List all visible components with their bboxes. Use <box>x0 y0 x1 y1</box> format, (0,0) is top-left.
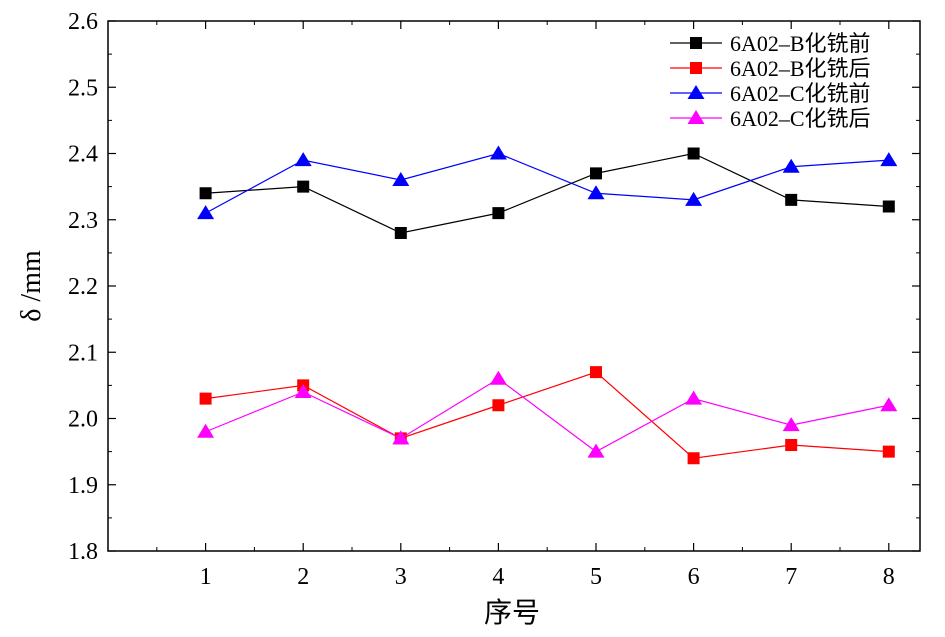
series-line <box>205 378 889 453</box>
data-point <box>297 180 310 193</box>
data-point <box>782 158 800 173</box>
x-tick-label: 6 <box>688 564 700 590</box>
legend-item: 6A02–B化铣前 <box>670 31 871 56</box>
data-point <box>394 227 407 239</box>
legend-label: 6A02–C化铣前 <box>730 81 871 106</box>
series-3 <box>197 145 898 220</box>
series-line <box>205 371 889 459</box>
data-point <box>199 187 212 200</box>
legend-marker <box>690 62 702 74</box>
series-layer <box>197 145 898 465</box>
x-tick-label: 2 <box>297 564 309 590</box>
legend-marker <box>687 85 705 99</box>
data-point <box>687 147 700 160</box>
data-point <box>880 152 898 167</box>
data-point <box>882 200 895 213</box>
x-tick-label: 8 <box>883 564 895 590</box>
series-1 <box>199 147 895 239</box>
series-line <box>205 152 889 214</box>
y-tick-label: 2.1 <box>68 340 98 366</box>
y-tick-label: 2.3 <box>68 208 98 234</box>
data-point <box>492 207 505 220</box>
x-axis: 1 2 3 4 5 6 7 8 <box>156 21 895 590</box>
series-line <box>205 152 889 234</box>
legend-marker <box>687 110 705 124</box>
data-point <box>492 399 505 412</box>
data-point <box>587 185 605 200</box>
data-point <box>590 167 602 180</box>
data-point <box>590 366 602 379</box>
data-point <box>685 390 703 405</box>
data-point <box>294 152 312 167</box>
y-tick-label: 2.0 <box>68 407 98 433</box>
x-tick-label: 7 <box>785 564 797 590</box>
data-point <box>782 417 800 432</box>
y-axis: 1.8 1.9 2.0 2.1 2.2 2.3 2.4 2.5 2.6 <box>68 9 920 565</box>
data-point <box>294 384 312 398</box>
legend-item: 6A02–B化铣后 <box>670 56 871 81</box>
legend-label: 6A02–B化铣前 <box>730 31 871 56</box>
data-point <box>392 172 410 186</box>
y-tick-label: 2.2 <box>68 274 98 300</box>
y-axis-title: δ /mm <box>16 250 47 322</box>
data-point <box>587 443 605 458</box>
y-tick-label: 2.5 <box>68 75 98 101</box>
y-tick-label: 2.4 <box>68 142 98 168</box>
series-4 <box>197 370 898 458</box>
data-point <box>392 430 410 445</box>
data-point <box>785 439 798 451</box>
x-tick-label: 5 <box>590 564 602 590</box>
y-tick-label: 2.6 <box>68 9 98 35</box>
data-point <box>685 191 703 206</box>
legend-marker <box>690 37 702 49</box>
data-point <box>785 193 798 206</box>
data-point <box>882 445 895 458</box>
data-point <box>199 392 212 405</box>
x-tick-label: 3 <box>395 564 407 590</box>
y-tick-label: 1.9 <box>68 473 98 499</box>
data-point <box>197 423 215 438</box>
data-point <box>880 397 898 412</box>
y-tick-label: 1.8 <box>68 539 98 565</box>
legend-label: 6A02–B化铣后 <box>730 56 871 81</box>
data-point <box>687 452 700 465</box>
legend-label: 6A02–C化铣后 <box>730 106 871 131</box>
x-tick-label: 4 <box>492 564 504 590</box>
data-point <box>197 205 215 220</box>
legend-item: 6A02–C化铣后 <box>670 106 871 131</box>
x-axis-title: 序号 <box>484 597 540 629</box>
data-point <box>489 145 507 160</box>
legend-item: 6A02–C化铣前 <box>670 81 871 106</box>
data-point <box>489 370 507 385</box>
x-tick-label: 1 <box>200 564 212 590</box>
